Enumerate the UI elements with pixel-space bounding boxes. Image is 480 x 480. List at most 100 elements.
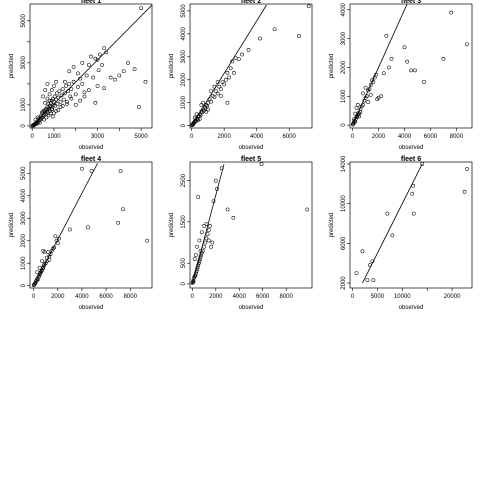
data-point xyxy=(86,63,91,67)
data-point xyxy=(206,107,210,112)
data-point xyxy=(410,191,415,196)
data-point xyxy=(204,222,209,226)
panel-title: fleet 2 xyxy=(241,0,261,5)
data-point xyxy=(205,232,210,237)
y-tick-label: 500 xyxy=(181,258,187,269)
data-point xyxy=(191,280,195,285)
data-point xyxy=(45,111,50,115)
data-point xyxy=(210,240,215,245)
y-tick-label: 1500 xyxy=(181,215,187,229)
x-tick-label: 0 xyxy=(351,134,355,140)
data-point xyxy=(68,94,73,99)
data-point xyxy=(58,99,63,104)
data-point xyxy=(132,67,137,72)
data-point xyxy=(240,52,244,57)
plot-frame xyxy=(29,3,153,129)
data-point xyxy=(305,207,310,212)
data-point xyxy=(197,259,202,264)
data-point xyxy=(108,75,113,80)
data-point xyxy=(215,80,220,84)
y-tick-label: 5000 xyxy=(21,13,27,27)
data-point xyxy=(84,73,89,78)
data-point xyxy=(67,227,72,232)
y-tick-label: 10000 xyxy=(341,195,347,212)
data-point xyxy=(51,246,55,251)
data-point xyxy=(193,253,198,257)
data-point xyxy=(371,79,376,84)
data-point xyxy=(212,84,217,89)
data-point xyxy=(223,77,228,82)
data-point xyxy=(45,96,50,101)
data-point xyxy=(402,45,407,50)
data-point xyxy=(35,115,40,120)
data-point xyxy=(48,111,53,116)
y-tick-label: 4000 xyxy=(341,2,347,16)
x-tick-label: 6000 xyxy=(99,294,113,300)
data-point xyxy=(203,240,208,245)
data-point xyxy=(201,248,205,253)
data-point xyxy=(71,65,76,69)
data-point xyxy=(43,88,48,93)
panel-title: fleet 5 xyxy=(241,156,261,163)
data-point xyxy=(46,101,51,106)
scatter-panel-6: fleet 6 0 5000 10000 20000 2000 6000 10000 14000… xyxy=(329,155,473,311)
data-point xyxy=(48,100,53,105)
data-point xyxy=(198,248,203,253)
x-tick-label: 8000 xyxy=(280,294,294,300)
data-point xyxy=(214,89,218,94)
x-tick-label: 6000 xyxy=(256,294,270,300)
data-point xyxy=(49,107,54,111)
data-point xyxy=(208,224,212,228)
data-point xyxy=(41,265,46,270)
data-point xyxy=(405,59,409,64)
x-tick-label: 0 xyxy=(191,294,195,300)
data-point xyxy=(387,65,391,70)
data-point xyxy=(354,271,359,275)
data-point xyxy=(371,278,376,282)
data-point xyxy=(143,79,148,84)
y-tick-label: 0 xyxy=(21,283,27,287)
data-point xyxy=(52,99,56,104)
y-tick-label: 14000 xyxy=(341,155,347,172)
data-point xyxy=(215,91,220,96)
data-point xyxy=(76,85,80,89)
data-point xyxy=(69,87,74,91)
data-point xyxy=(35,277,40,282)
data-point xyxy=(389,56,394,61)
x-tick-label: 5000 xyxy=(371,294,385,300)
data-point xyxy=(355,103,360,107)
data-point xyxy=(82,94,87,99)
x-tick-label: 1000 xyxy=(47,134,61,140)
scatter-panel-3: fleet 3 0 2000 4000 6000 8000 0 1000 2000 3000 400… xyxy=(329,0,473,151)
x-axis-label: observed xyxy=(239,145,264,151)
data-point xyxy=(258,36,262,41)
data-point xyxy=(206,238,211,243)
data-point xyxy=(67,81,72,86)
data-point xyxy=(232,71,236,75)
data-point xyxy=(78,76,82,81)
data-point xyxy=(57,89,62,94)
data-point xyxy=(121,207,125,212)
data-point xyxy=(198,255,203,259)
data-point xyxy=(464,42,469,47)
data-point xyxy=(64,84,68,88)
data-point xyxy=(220,80,225,84)
data-point xyxy=(361,103,365,107)
data-point xyxy=(100,63,104,67)
data-point xyxy=(36,274,41,279)
data-point xyxy=(47,98,52,103)
data-point xyxy=(409,68,413,73)
x-tick-label: 10000 xyxy=(394,294,411,300)
data-point xyxy=(43,261,48,266)
data-point xyxy=(219,93,223,98)
data-point xyxy=(104,50,109,55)
data-point xyxy=(37,274,41,279)
data-point xyxy=(40,259,44,263)
x-tick-label: 6000 xyxy=(283,134,297,140)
x-tick-label: 4000 xyxy=(398,134,412,140)
data-point xyxy=(35,277,40,281)
data-point xyxy=(219,87,223,91)
data-point xyxy=(51,114,55,119)
data-point xyxy=(37,265,42,270)
data-point xyxy=(384,33,389,38)
